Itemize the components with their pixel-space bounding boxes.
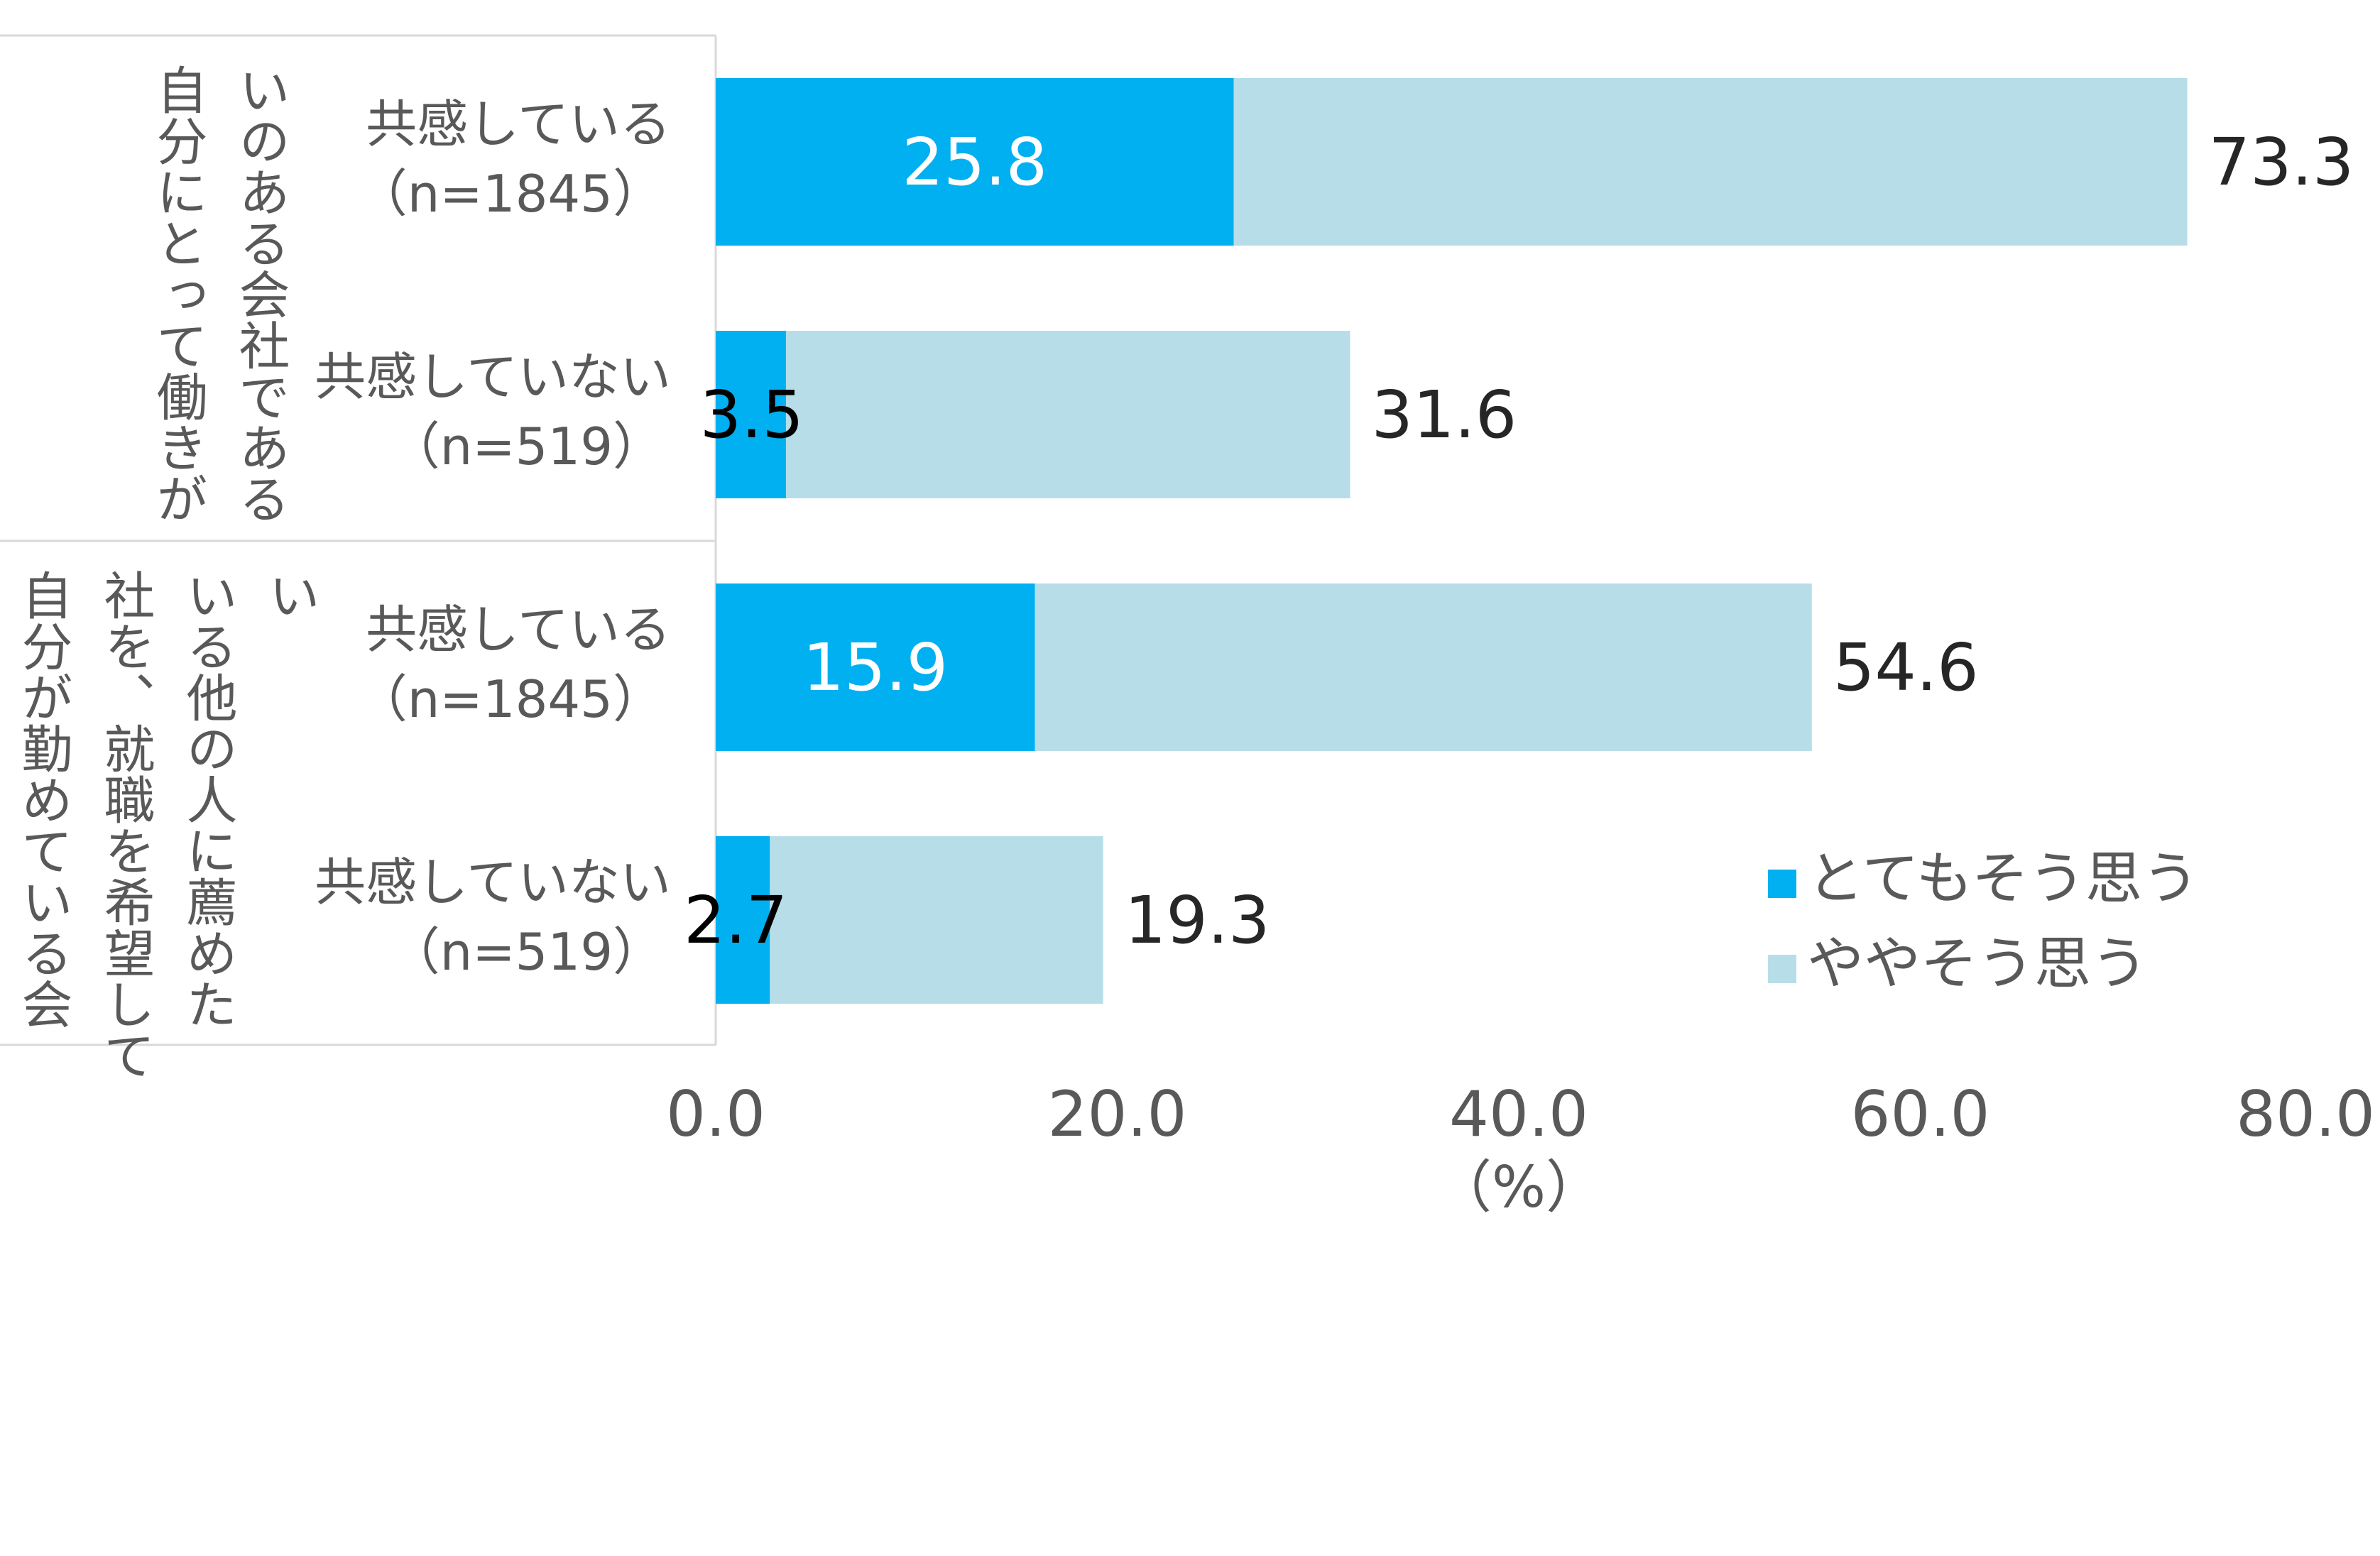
bar-segment-strongly-agree [716, 584, 1035, 751]
x-tick-label: 80.0 [2236, 1078, 2375, 1151]
data-label-strongly-agree: 3.5 [700, 377, 804, 453]
legend-label: とてもそう思う [1807, 845, 2199, 911]
legend-swatch [1768, 955, 1796, 983]
data-label-total: 73.3 [2209, 124, 2354, 200]
x-tick-label: 40.0 [1449, 1078, 1588, 1151]
bar-segment-strongly-agree [716, 78, 1234, 246]
legend-swatch [1768, 870, 1796, 898]
bar-segment-somewhat-agree [785, 331, 1350, 498]
data-label-strongly-agree: 25.8 [902, 124, 1047, 200]
bar-segment-somewhat-agree [770, 836, 1103, 1004]
bar-segment-somewhat-agree [1233, 78, 2188, 246]
category-n-label: （n=1845） [356, 669, 664, 729]
data-label-total: 19.3 [1125, 882, 1270, 958]
category-label: 共感していない [315, 347, 671, 407]
data-label-total: 54.6 [1833, 630, 1979, 706]
category-label: 共感している [366, 600, 671, 659]
x-tick-label: 60.0 [1851, 1078, 1990, 1151]
group-label-line: いのある会社である [230, 64, 290, 524]
group-label-line: 社を、就職を希望して [95, 569, 155, 1080]
bar-segment-strongly-agree [716, 836, 770, 1004]
legend-label: ややそう思う [1807, 931, 2148, 997]
x-tick-label: 0.0 [666, 1078, 765, 1151]
category-label: 共感していない [315, 853, 671, 912]
data-label-total: 31.6 [1371, 377, 1517, 453]
bars [716, 78, 2188, 1004]
category-label: 共感している [366, 94, 671, 154]
bar-segment-somewhat-agree [1035, 584, 1812, 751]
x-unit-label: （%） [1435, 1154, 1603, 1220]
data-labels: 25.8 73.3 3.5 31.6 15.9 54.6 2.7 19.3 [684, 124, 2354, 958]
category-n-label: （n=519） [389, 922, 664, 982]
group-label-line: 自分が勤めている会 [13, 569, 72, 1029]
data-label-strongly-agree: 15.9 [802, 630, 948, 706]
x-tick-label: 20.0 [1048, 1078, 1187, 1151]
category-n-label: （n=519） [389, 417, 664, 476]
data-label-strongly-agree: 2.7 [684, 882, 787, 958]
x-axis: 0.0 20.0 40.0 60.0 80.0 （%） [666, 1078, 2375, 1220]
group-label-line: 自分にとって働きが [148, 64, 207, 524]
group-label-line: いる他の人に薦めた [178, 569, 237, 1029]
bar-segment-strongly-agree [716, 331, 786, 498]
group-label-line: い [260, 569, 320, 620]
category-n-label: （n=1845） [356, 164, 664, 224]
